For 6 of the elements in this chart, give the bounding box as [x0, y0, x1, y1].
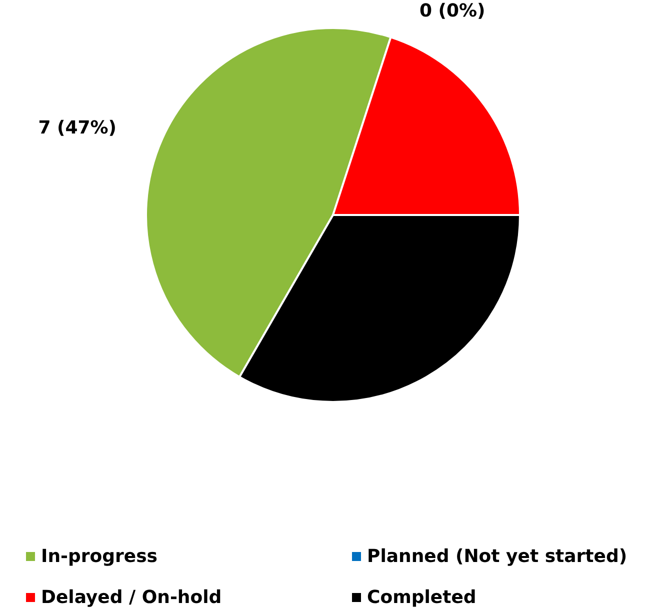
legend-label: Completed: [367, 587, 476, 608]
text: 0 (0%): [419, 0, 486, 22]
legend-label: Delayed / On-hold: [41, 587, 222, 608]
legend-label: Planned (Not yet started): [367, 546, 628, 567]
data-label: 7 (47%): [38, 118, 117, 139]
legend-label: In-progress: [41, 546, 158, 567]
